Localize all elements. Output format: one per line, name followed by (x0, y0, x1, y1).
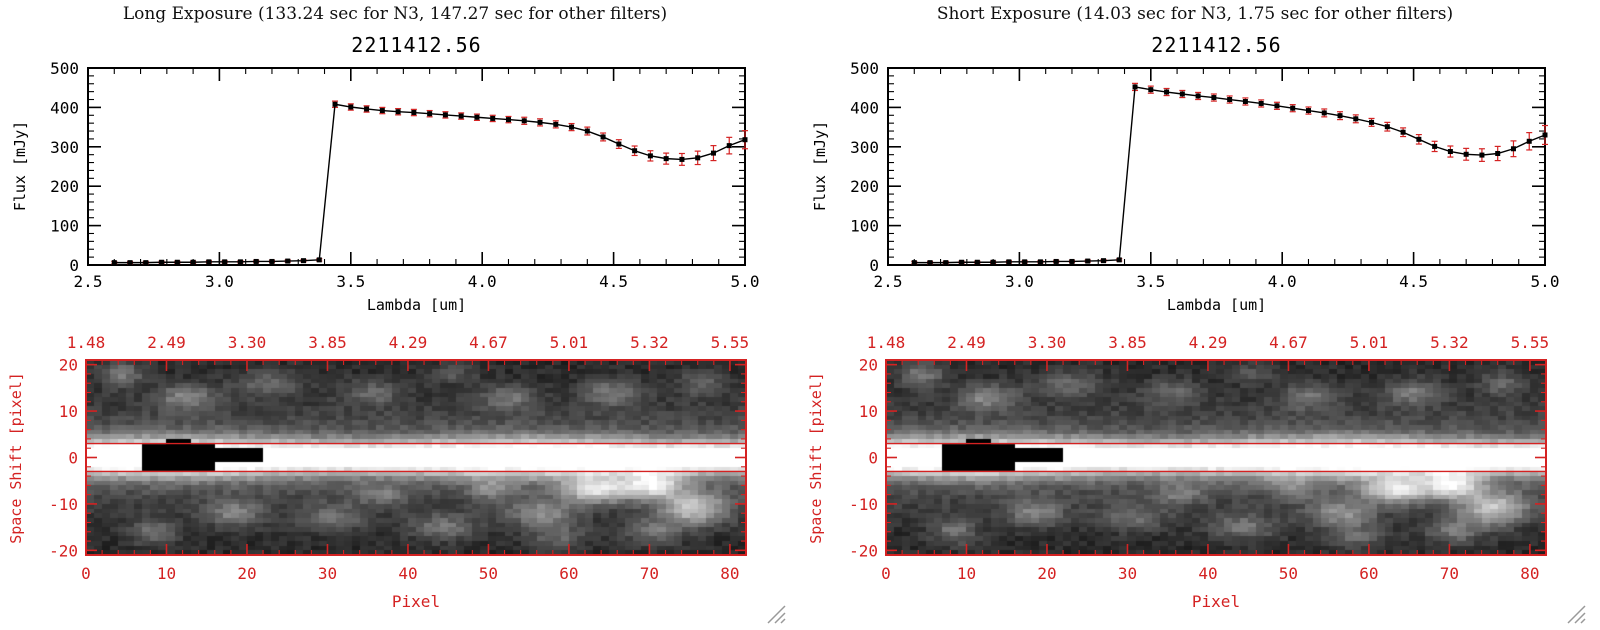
svg-text:2.49: 2.49 (147, 333, 186, 352)
svg-text:5.0: 5.0 (1531, 272, 1560, 291)
panel-short-exposure: Short Exposure (14.03 sec for N3, 1.75 s… (800, 0, 1600, 630)
pixel-axis-label: Pixel (391, 592, 441, 611)
svg-text:30: 30 (1118, 564, 1137, 583)
svg-text:5.55: 5.55 (1511, 333, 1550, 352)
svg-text:3.5: 3.5 (336, 272, 365, 291)
svg-text:4.5: 4.5 (599, 272, 628, 291)
svg-text:0: 0 (868, 449, 878, 468)
spectrum-plot: 2.5 3.0 3.5 4.0 4.5 5.0 0 100 200 300 400 500 (50, 60, 760, 291)
svg-text:60: 60 (1359, 564, 1378, 583)
svg-text:60: 60 (559, 564, 578, 583)
svg-text:200: 200 (850, 177, 879, 196)
spectral-image-block: 1.48 2.49 3.30 3.85 4.29 4.67 5.01 5.32 5.55 0 10 2… (0, 322, 800, 630)
svg-text:500: 500 (850, 60, 879, 78)
svg-text:2.5: 2.5 (74, 272, 103, 291)
svg-text:10: 10 (59, 402, 78, 421)
exposure-title: Long Exposure (133.24 sec for N3, 147.27… (122, 4, 668, 24)
resize-grip-icon[interactable] (764, 602, 786, 624)
svg-text:20: 20 (237, 564, 256, 583)
svg-text:5.01: 5.01 (1350, 333, 1389, 352)
svg-text:40: 40 (1198, 564, 1217, 583)
svg-text:0: 0 (881, 564, 891, 583)
svg-text:400: 400 (850, 98, 879, 117)
svg-text:50: 50 (479, 564, 498, 583)
object-id-title: 2211412.56 (351, 33, 482, 57)
object-id-title: 2211412.56 (1151, 33, 1282, 57)
svg-text:-10: -10 (849, 495, 878, 514)
svg-text:3.85: 3.85 (1108, 333, 1147, 352)
svg-text:3.0: 3.0 (1005, 272, 1034, 291)
svg-text:4.29: 4.29 (1189, 333, 1228, 352)
svg-text:300: 300 (50, 138, 79, 157)
svg-text:4.67: 4.67 (469, 333, 508, 352)
svg-text:3.30: 3.30 (1028, 333, 1067, 352)
svg-text:1.48: 1.48 (867, 333, 906, 352)
svg-text:5.32: 5.32 (1430, 333, 1469, 352)
svg-text:3.30: 3.30 (228, 333, 267, 352)
svg-text:5.55: 5.55 (711, 333, 750, 352)
svg-text:5.01: 5.01 (550, 333, 589, 352)
svg-text:0: 0 (69, 256, 79, 275)
svg-text:300: 300 (850, 138, 879, 157)
svg-text:1.48: 1.48 (67, 333, 106, 352)
svg-text:4.67: 4.67 (1269, 333, 1308, 352)
svg-text:400: 400 (50, 98, 79, 117)
svg-text:20: 20 (859, 356, 878, 375)
spectral-2d-image (886, 360, 1546, 555)
svg-text:10: 10 (859, 402, 878, 421)
svg-text:0: 0 (81, 564, 91, 583)
svg-text:-20: -20 (849, 541, 878, 560)
svg-text:4.29: 4.29 (389, 333, 428, 352)
svg-text:4.0: 4.0 (1268, 272, 1297, 291)
space-shift-axis-label: Space Shift [pixel] (7, 372, 25, 544)
lambda-axis-label: Lambda [um] (1166, 296, 1267, 314)
svg-text:40: 40 (398, 564, 417, 583)
svg-text:100: 100 (50, 217, 79, 236)
svg-text:-20: -20 (49, 541, 78, 560)
svg-text:50: 50 (1279, 564, 1298, 583)
svg-text:20: 20 (1037, 564, 1056, 583)
svg-text:-10: -10 (49, 495, 78, 514)
panel-long-exposure: Long Exposure (133.24 sec for N3, 147.27… (0, 4, 800, 630)
svg-text:5.0: 5.0 (731, 272, 760, 291)
svg-text:10: 10 (957, 564, 976, 583)
space-shift-axis-label: Space Shift [pixel] (807, 372, 825, 544)
svg-text:3.85: 3.85 (308, 333, 347, 352)
svg-text:3.5: 3.5 (1136, 272, 1165, 291)
svg-text:200: 200 (50, 177, 79, 196)
pixel-axis-label: Pixel (1191, 592, 1241, 611)
svg-text:2.49: 2.49 (947, 333, 986, 352)
svg-text:5.32: 5.32 (630, 333, 669, 352)
svg-text:0: 0 (68, 449, 78, 468)
svg-text:10: 10 (157, 564, 176, 583)
svg-text:0: 0 (869, 256, 879, 275)
spectral-2d-image (86, 360, 746, 555)
lambda-axis-label: Lambda [um] (366, 296, 467, 314)
svg-text:100: 100 (850, 217, 879, 236)
svg-text:70: 70 (640, 564, 659, 583)
svg-text:80: 80 (1520, 564, 1539, 583)
exposure-title: Short Exposure (14.03 sec for N3, 1.75 s… (936, 4, 1454, 24)
svg-text:4.0: 4.0 (468, 272, 497, 291)
spectral-image-block: 1.48 2.49 3.30 3.85 4.29 4.67 5.01 5.32 5.55 0 10 2… (800, 322, 1600, 630)
spectrum-plot: 2.5 3.0 3.5 4.0 4.5 5.0 0 100 200 300 400 500 (850, 60, 1560, 291)
svg-text:30: 30 (318, 564, 337, 583)
svg-text:4.5: 4.5 (1399, 272, 1428, 291)
svg-text:2.5: 2.5 (874, 272, 903, 291)
svg-text:80: 80 (720, 564, 739, 583)
svg-text:70: 70 (1440, 564, 1459, 583)
resize-grip-icon[interactable] (1564, 602, 1586, 624)
svg-text:3.0: 3.0 (205, 272, 234, 291)
svg-text:20: 20 (59, 356, 78, 375)
svg-text:500: 500 (50, 60, 79, 78)
